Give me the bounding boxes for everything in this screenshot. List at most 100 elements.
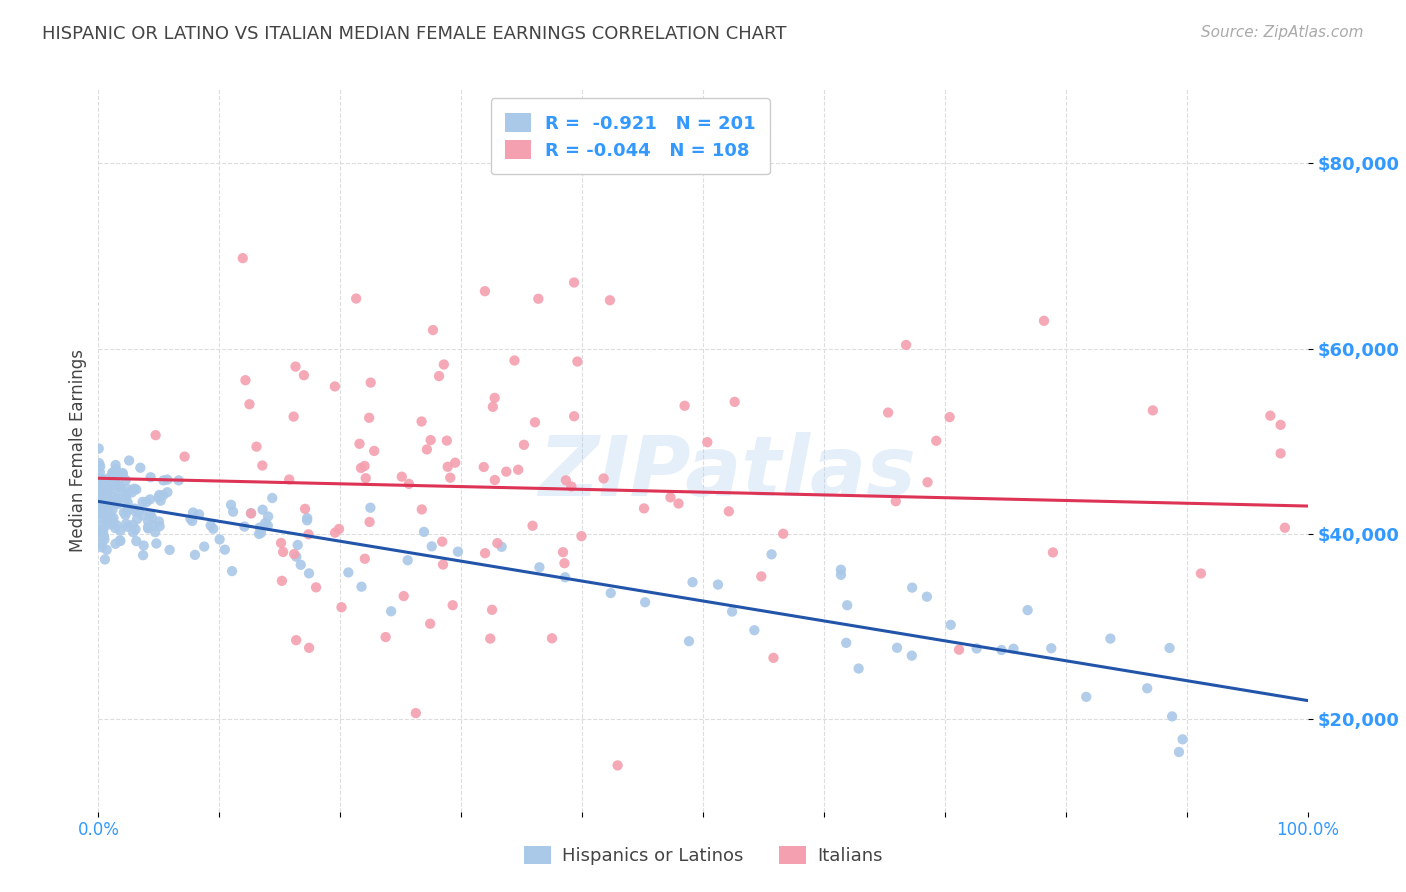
Point xyxy=(103,511,125,525)
Point xyxy=(96,500,118,514)
Point xyxy=(101,502,124,516)
Point xyxy=(413,524,436,539)
Point xyxy=(721,605,744,619)
Point xyxy=(87,470,110,484)
Point xyxy=(115,516,138,531)
Point xyxy=(295,513,318,527)
Point xyxy=(115,491,138,506)
Point xyxy=(1017,603,1039,617)
Point xyxy=(432,558,454,572)
Point xyxy=(298,566,321,581)
Point xyxy=(117,496,139,510)
Point xyxy=(250,525,273,540)
Point xyxy=(256,518,278,533)
Point xyxy=(877,406,900,420)
Point xyxy=(122,525,145,540)
Point xyxy=(349,437,371,451)
Point xyxy=(89,465,111,479)
Point xyxy=(659,491,682,505)
Point xyxy=(391,469,413,483)
Point xyxy=(124,504,146,518)
Point xyxy=(254,516,277,530)
Y-axis label: Median Female Earnings: Median Female Earnings xyxy=(69,349,87,552)
Point xyxy=(420,540,443,554)
Point xyxy=(149,519,172,533)
Point xyxy=(948,642,970,657)
Point xyxy=(830,567,852,582)
Point xyxy=(541,632,564,646)
Point xyxy=(122,482,145,496)
Point xyxy=(427,369,450,384)
Point xyxy=(87,505,110,519)
Point xyxy=(219,498,242,512)
Point xyxy=(118,502,141,516)
Point xyxy=(508,463,530,477)
Point xyxy=(634,595,657,609)
Point xyxy=(599,586,621,600)
Point xyxy=(554,473,576,487)
Point xyxy=(94,490,117,504)
Point xyxy=(678,634,700,648)
Point xyxy=(744,624,766,638)
Point xyxy=(527,292,550,306)
Point xyxy=(772,526,794,541)
Point xyxy=(1161,709,1184,723)
Point xyxy=(360,376,382,390)
Point xyxy=(97,482,120,496)
Point xyxy=(143,525,166,540)
Point xyxy=(97,510,120,524)
Point xyxy=(562,409,585,424)
Point xyxy=(167,474,190,488)
Point xyxy=(132,548,155,562)
Point xyxy=(97,501,120,516)
Point xyxy=(915,590,938,604)
Point xyxy=(633,501,655,516)
Point xyxy=(105,518,128,533)
Point xyxy=(105,491,128,506)
Point xyxy=(271,545,294,559)
Point xyxy=(89,518,111,533)
Point xyxy=(294,501,316,516)
Point xyxy=(89,507,111,521)
Point xyxy=(287,538,309,552)
Point xyxy=(114,473,136,487)
Point xyxy=(749,569,772,583)
Point xyxy=(374,630,396,644)
Point xyxy=(495,465,517,479)
Point xyxy=(122,517,145,532)
Point xyxy=(89,493,111,508)
Point xyxy=(682,575,704,590)
Point xyxy=(149,493,172,508)
Point xyxy=(87,442,110,456)
Point xyxy=(239,506,262,520)
Point xyxy=(481,603,503,617)
Point xyxy=(474,284,496,298)
Point xyxy=(152,474,174,488)
Point xyxy=(156,473,179,487)
Point xyxy=(90,523,112,537)
Point xyxy=(419,433,441,447)
Point xyxy=(112,505,135,519)
Point xyxy=(901,581,924,595)
Point xyxy=(1159,640,1181,655)
Point xyxy=(136,520,159,534)
Point xyxy=(117,500,139,515)
Point xyxy=(238,397,260,411)
Point xyxy=(592,471,614,485)
Point xyxy=(89,459,111,474)
Point xyxy=(270,536,292,550)
Point xyxy=(1260,409,1282,423)
Point xyxy=(118,453,141,467)
Point xyxy=(484,391,506,405)
Point xyxy=(96,472,118,486)
Point xyxy=(100,475,122,489)
Point xyxy=(966,641,988,656)
Point xyxy=(208,533,231,547)
Point xyxy=(723,395,745,409)
Point xyxy=(89,529,111,543)
Point xyxy=(96,512,118,526)
Point xyxy=(285,633,308,648)
Point xyxy=(101,490,124,504)
Point xyxy=(270,574,292,588)
Point xyxy=(97,505,120,519)
